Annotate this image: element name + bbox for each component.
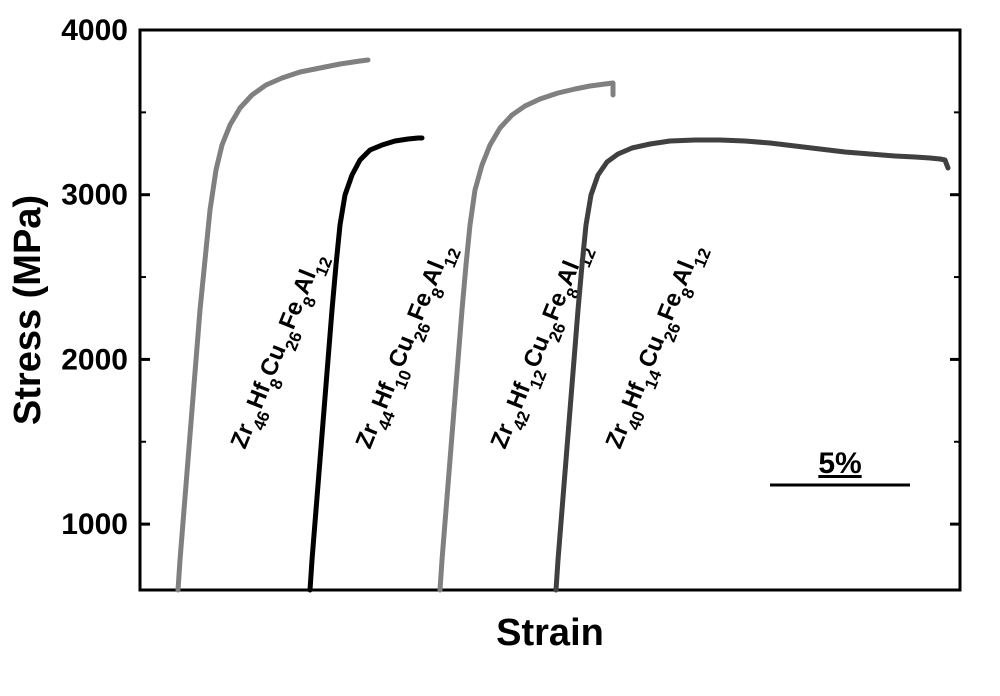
y-tick-label: 2000: [61, 343, 128, 376]
svg-text:Zr46Hf8Cu26Fe8Al12: Zr46Hf8Cu26Fe8Al12: [226, 248, 336, 455]
stress-strain-chart: 1000 2000 3000 4000 Stress (MPa) Strain 5% Zr46…: [0, 0, 1000, 696]
series-label-curve2: Zr44Hf10Cu26Fe8Al12: [351, 240, 465, 456]
chart-svg: 1000 2000 3000 4000 Stress (MPa) Strain 5% Zr46…: [0, 0, 1000, 696]
scale-bar-label: 5%: [818, 447, 861, 480]
series-curve1: [178, 60, 368, 590]
y-tick-label: 3000: [61, 179, 128, 212]
x-axis-label: Strain: [496, 612, 604, 654]
svg-text:Zr44Hf10Cu26Fe8Al12: Zr44Hf10Cu26Fe8Al12: [351, 240, 465, 456]
series-curve3: [440, 83, 613, 590]
series-label-curve1: Zr46Hf8Cu26Fe8Al12: [226, 248, 336, 455]
y-axis-label: Stress (MPa): [7, 195, 49, 425]
y-tick-label: 4000: [61, 14, 128, 47]
series-curve4: [556, 140, 948, 590]
y-tick-label: 1000: [61, 508, 128, 541]
svg-text:Zr40Hf14Cu26Fe8Al12: Zr40Hf14Cu26Fe8Al12: [601, 240, 715, 456]
series-label-curve4: Zr40Hf14Cu26Fe8Al12: [601, 240, 715, 456]
